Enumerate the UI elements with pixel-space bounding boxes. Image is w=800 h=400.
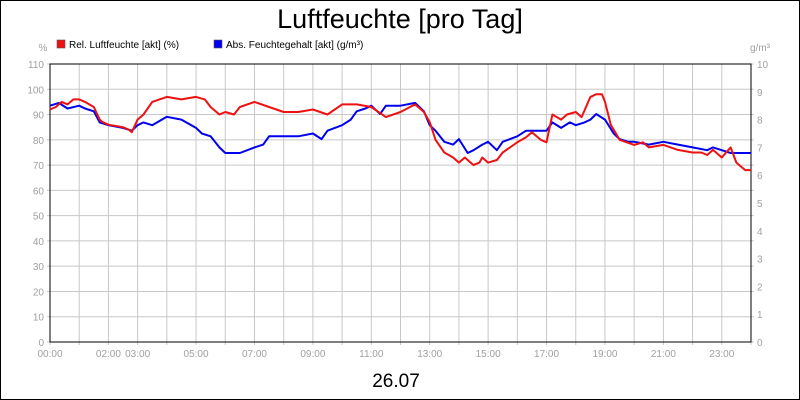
chart-title: Luftfeuchte [pro Tag] [277, 4, 523, 34]
y-right-tick-label: 2 [757, 282, 763, 293]
y-left-tick-label: 50 [33, 212, 45, 223]
legend-swatch-rel-humidity [56, 39, 66, 49]
x-tick-label: 07:00 [242, 349, 267, 360]
x-tick-label: 02:00 [96, 349, 121, 360]
y-left-tick-label: 110 [28, 60, 44, 71]
y-left-unit: % [39, 43, 48, 54]
y-right-tick-label: 4 [757, 227, 763, 238]
y-right-tick-labels: 0 1 2 3 4 5 6 7 8 9 10 [757, 60, 769, 349]
y-left-tick-label: 20 [33, 287, 45, 298]
legend-label-abs-humidity: Abs. Feuchtegehalt [akt] (g/m³) [226, 40, 363, 51]
x-tick-label: 13:00 [417, 349, 442, 360]
y-left-tick-label: 10 [33, 313, 45, 324]
series-layer [49, 93, 751, 172]
x-tick-label: 21:00 [651, 349, 676, 360]
y-right-tick-label: 8 [757, 116, 763, 127]
grid [47, 63, 754, 345]
x-tick-label: 05:00 [184, 349, 209, 360]
y-left-tick-label: 30 [33, 262, 45, 273]
y-left-tick-labels: 0 10 20 30 40 50 60 70 80 90 100 110 [27, 60, 44, 349]
x-tick-label: 19:00 [592, 349, 617, 360]
y-right-tick-label: 10 [757, 60, 769, 71]
series-line-abs-humidity [49, 101, 751, 154]
y-right-tick-label: 3 [757, 255, 763, 266]
y-right-unit: g/m³ [750, 43, 771, 54]
y-right-tick-label: 5 [757, 199, 763, 210]
x-tick-labels: 00:00 02:00 03:00 05:00 07:00 09:00 11:00 13:00… [37, 349, 734, 360]
y-left-tick-label: 70 [33, 161, 45, 172]
series-line-rel-humidity [49, 93, 751, 172]
x-tick-label: 23:00 [709, 349, 734, 360]
y-left-tick-label: 40 [33, 237, 45, 248]
legend: Rel. Luftfeuchte [akt] (%) Abs. Feuchteg… [56, 39, 363, 51]
y-right-tick-label: 0 [757, 338, 763, 349]
x-tick-label: 00:00 [37, 349, 62, 360]
x-tick-label: 17:00 [534, 349, 559, 360]
y-left-tick-label: 100 [27, 85, 44, 96]
y-left-tick-label: 90 [33, 111, 45, 122]
legend-label-rel-humidity: Rel. Luftfeuchte [akt] (%) [69, 40, 179, 51]
x-tick-label: 09:00 [300, 349, 325, 360]
plot-area [49, 63, 752, 343]
y-right-tick-label: 6 [757, 171, 763, 182]
x-tick-label: 03:00 [125, 349, 150, 360]
legend-swatch-abs-humidity [213, 39, 223, 49]
y-left-tick-label: 0 [38, 338, 44, 349]
x-tick-label: 15:00 [476, 349, 501, 360]
y-left-tick-label: 80 [33, 136, 45, 147]
y-right-tick-label: 9 [757, 88, 763, 99]
y-right-tick-label: 1 [757, 310, 763, 321]
x-tick-label: 11:00 [359, 349, 384, 360]
y-right-tick-label: 7 [757, 143, 763, 154]
date-label: 26.07 [372, 371, 420, 392]
y-left-tick-label: 60 [33, 186, 45, 197]
